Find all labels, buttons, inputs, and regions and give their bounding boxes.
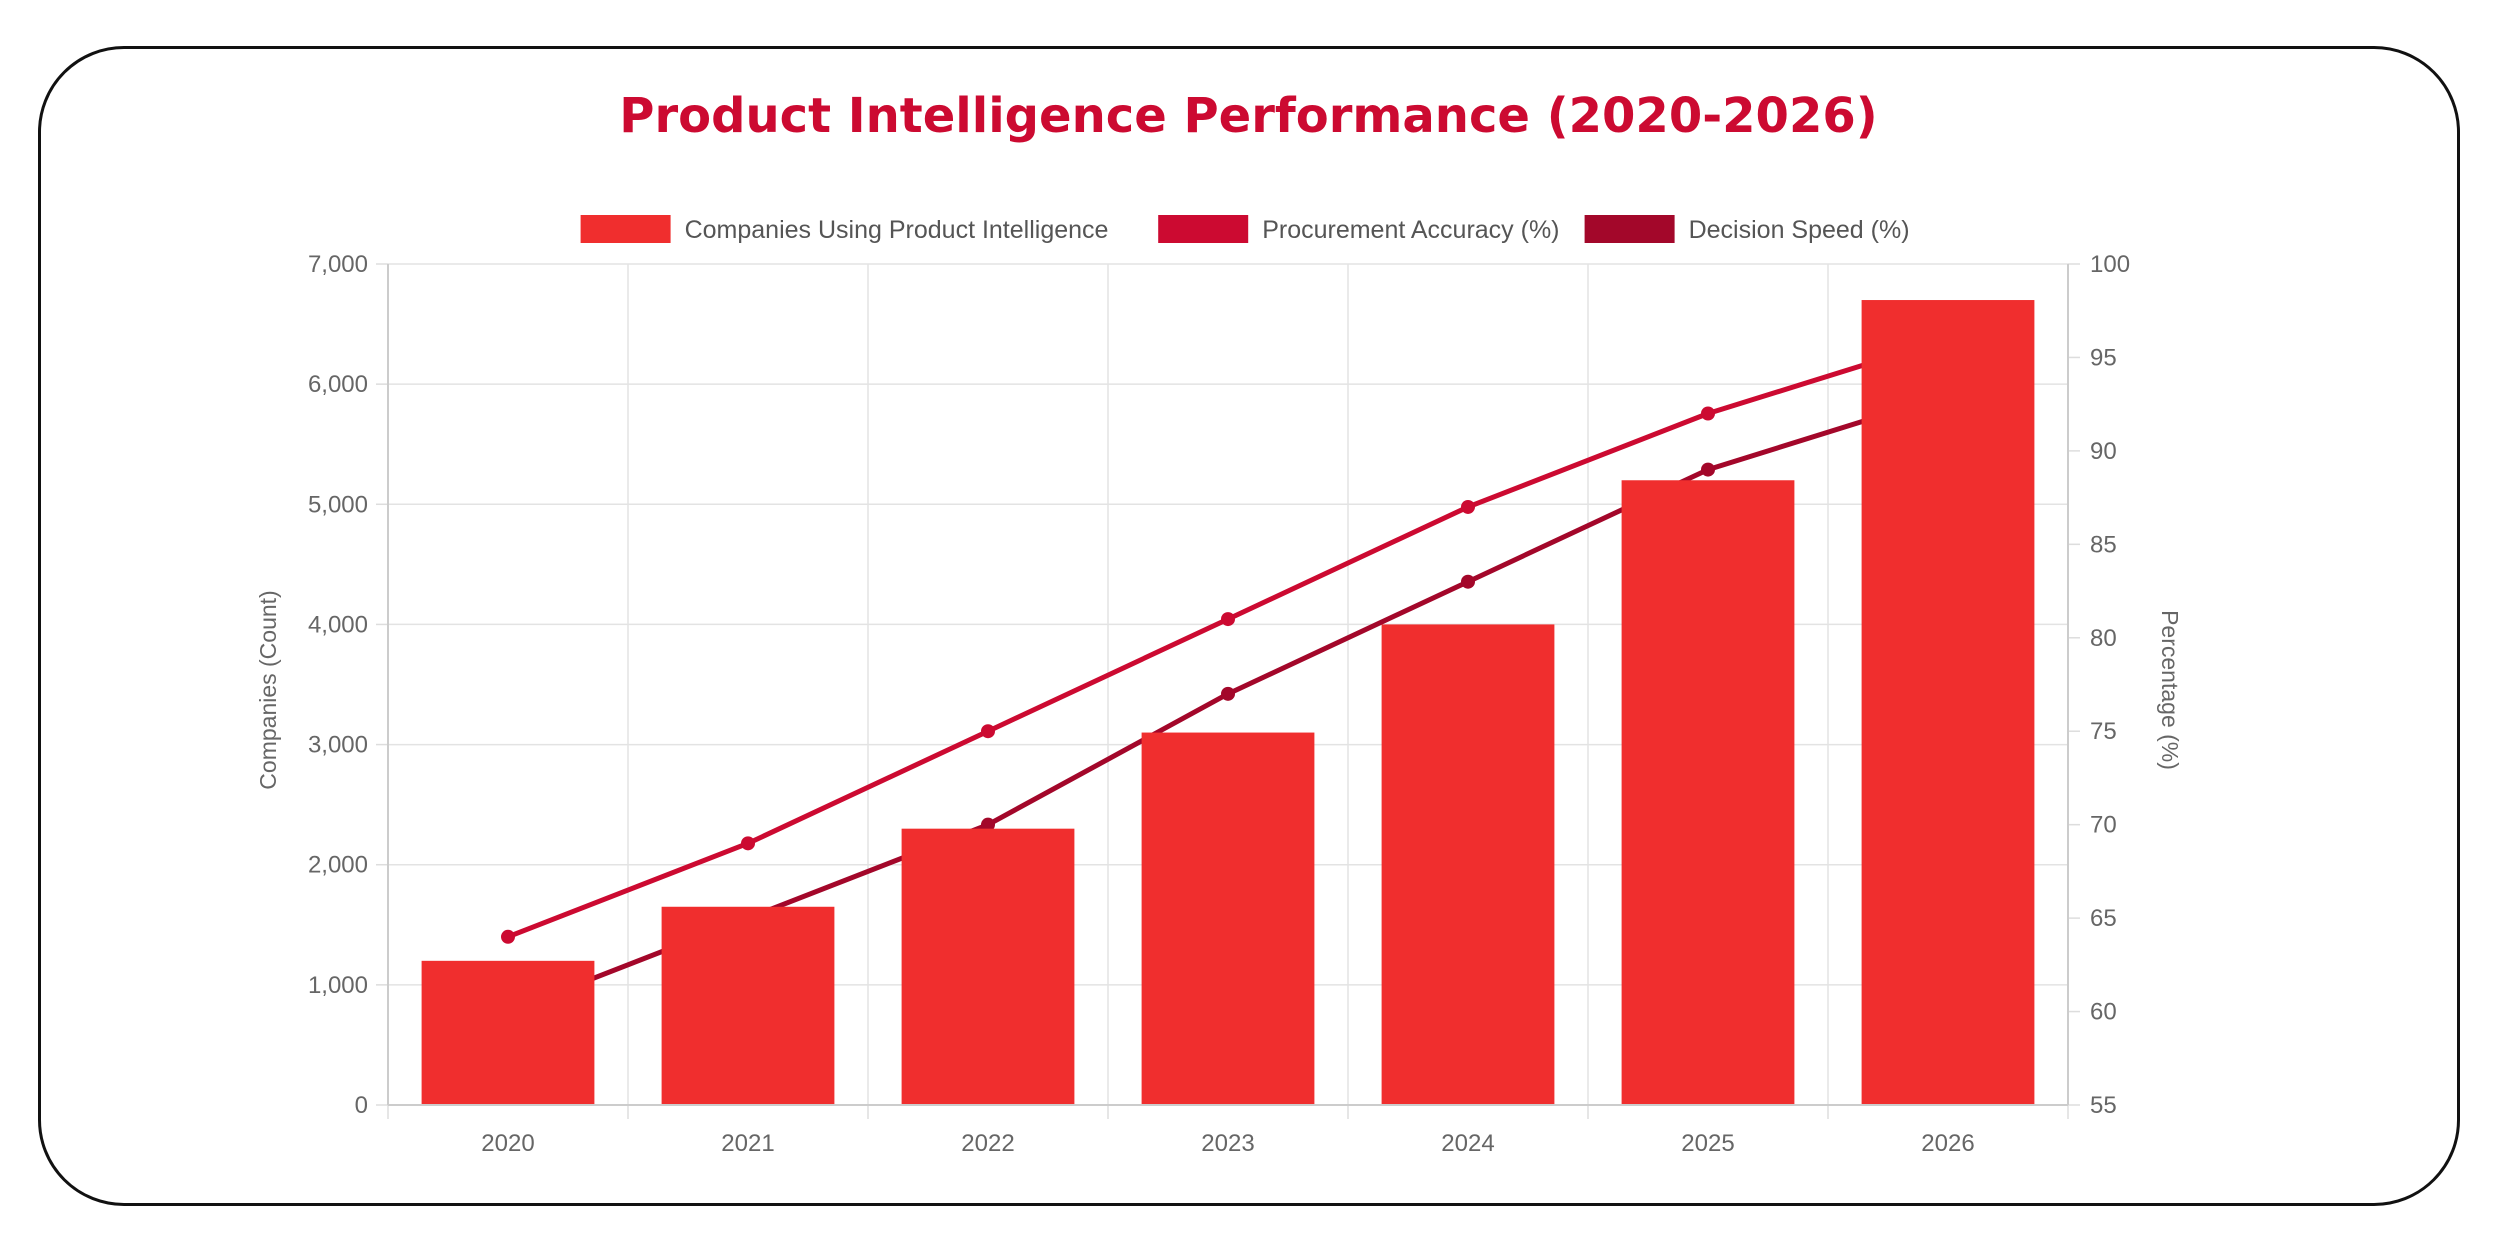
legend-label-1: Procurement Accuracy (%) — [1262, 216, 1559, 244]
x-tick-label: 2023 — [1201, 1130, 1254, 1157]
series-point-1-2025 — [1701, 462, 1715, 477]
bar-2023 — [1141, 732, 1315, 1105]
bars-layer — [421, 300, 2035, 1105]
y-right-tick-label: 65 — [2090, 905, 2117, 932]
legend: Companies Using Product Intelligence Proc… — [580, 215, 1910, 244]
series-point-1-2022 — [981, 817, 995, 832]
y-right-tick-label: 90 — [2090, 438, 2117, 465]
y-right-tick-label: 70 — [2090, 812, 2117, 839]
y-right-tick-label: 100 — [2090, 251, 2130, 278]
x-tick-label: 2021 — [721, 1130, 774, 1157]
axes-layer: 0 1,000 2,000 3,000 4,000 5,000 6,000 7,000 55 60… — [308, 251, 2130, 1157]
series-point-0-2025 — [1701, 406, 1715, 421]
y-left-tick-label: 1,000 — [308, 972, 368, 999]
series-point-0-2023 — [1221, 612, 1235, 627]
y-right-tick-label: 60 — [2090, 999, 2117, 1026]
chart-title: Product Intelligence Performance (2020-2… — [619, 88, 1878, 144]
y-left-tick-label: 7,000 — [308, 251, 368, 278]
series-point-0-2020 — [501, 929, 515, 944]
y-left-tick-label: 2,000 — [308, 852, 368, 879]
legend-swatch-0 — [580, 215, 671, 243]
x-tick-label: 2022 — [961, 1130, 1014, 1157]
bar-2025 — [1621, 480, 1795, 1105]
series-point-0-2024 — [1461, 499, 1475, 514]
legend-swatch-1 — [1158, 215, 1249, 243]
legend-swatch-2 — [1584, 215, 1675, 243]
bar-2021 — [661, 906, 835, 1105]
series-point-1-2023 — [1221, 686, 1235, 701]
series-point-1-2024 — [1461, 574, 1475, 589]
legend-label-0: Companies Using Product Intelligence — [685, 216, 1109, 244]
legend-label-2: Decision Speed (%) — [1689, 216, 1910, 244]
y-right-tick-label: 75 — [2090, 718, 2117, 745]
y-left-tick-label: 6,000 — [308, 371, 368, 398]
y-axis-left-title: Companies (Count) — [255, 590, 281, 789]
x-tick-label: 2026 — [1921, 1130, 1974, 1157]
y-right-tick-label: 55 — [2090, 1092, 2117, 1119]
y-axis-right-title: Percentage (%) — [2157, 610, 2183, 770]
bar-2022 — [901, 828, 1075, 1105]
bar-2024 — [1381, 624, 1555, 1105]
x-tick-label: 2020 — [481, 1130, 534, 1157]
x-tick-label: 2024 — [1441, 1130, 1494, 1157]
series-point-0-2021 — [741, 836, 755, 851]
y-right-tick-label: 85 — [2090, 531, 2117, 558]
y-left-tick-label: 5,000 — [308, 491, 368, 518]
y-left-tick-label: 0 — [355, 1092, 368, 1119]
bar-2020 — [421, 960, 595, 1105]
x-tick-label: 2025 — [1681, 1130, 1734, 1157]
bar-2026 — [1861, 300, 2035, 1105]
series-point-0-2022 — [981, 724, 995, 739]
y-left-tick-label: 3,000 — [308, 732, 368, 759]
y-right-tick-label: 95 — [2090, 344, 2117, 371]
y-right-tick-label: 80 — [2090, 625, 2117, 652]
y-left-tick-label: 4,000 — [308, 611, 368, 638]
